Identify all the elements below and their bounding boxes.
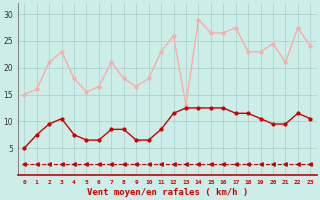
X-axis label: Vent moyen/en rafales ( km/h ): Vent moyen/en rafales ( km/h )	[87, 188, 248, 197]
